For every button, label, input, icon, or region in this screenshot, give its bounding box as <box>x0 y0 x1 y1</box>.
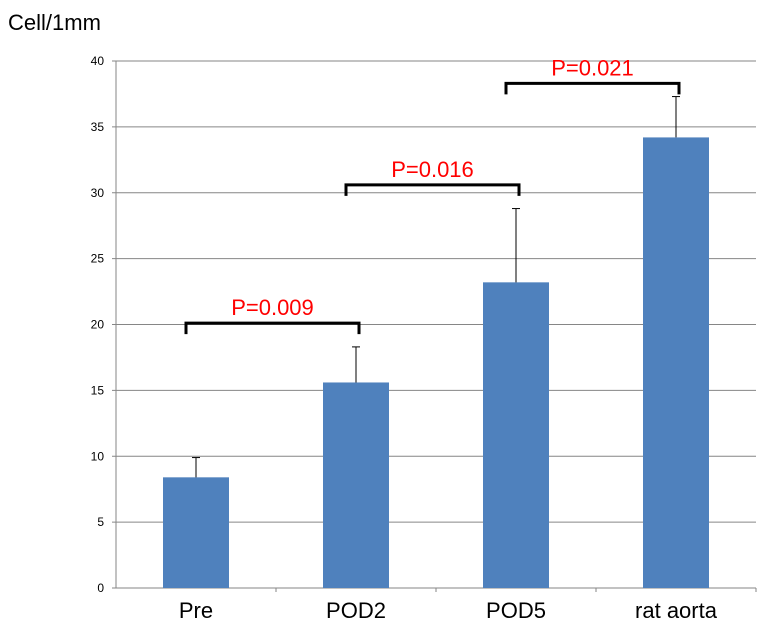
significance-bracket <box>184 321 361 335</box>
y-tick-label: 20 <box>91 318 105 332</box>
bar-pod2 <box>323 382 389 588</box>
significance-bracket <box>504 81 681 95</box>
y-tick-label: 30 <box>91 186 105 200</box>
x-tick-label: POD5 <box>486 598 546 623</box>
x-tick-label: rat aorta <box>635 598 718 623</box>
y-tick-label: 15 <box>91 383 105 397</box>
y-tick-label: 5 <box>97 515 104 529</box>
bar-pre <box>163 477 229 588</box>
p-value-label: P=0.021 <box>551 55 634 80</box>
y-tick-label: 40 <box>91 54 105 68</box>
y-tick-label: 35 <box>91 120 105 134</box>
x-tick-label: POD2 <box>326 598 386 623</box>
x-tick-label: Pre <box>179 598 213 623</box>
y-tick-label: 25 <box>91 252 105 266</box>
y-tick-label: 10 <box>91 449 105 463</box>
p-value-label: P=0.009 <box>231 295 314 320</box>
significance-bracket <box>344 183 521 196</box>
bar-rat-aorta <box>643 137 709 589</box>
y-tick-label: 0 <box>97 581 104 595</box>
bar-pod5 <box>483 282 549 588</box>
p-value-label: P=0.016 <box>391 157 474 182</box>
y-axis-label: Cell/1mm <box>8 10 101 35</box>
